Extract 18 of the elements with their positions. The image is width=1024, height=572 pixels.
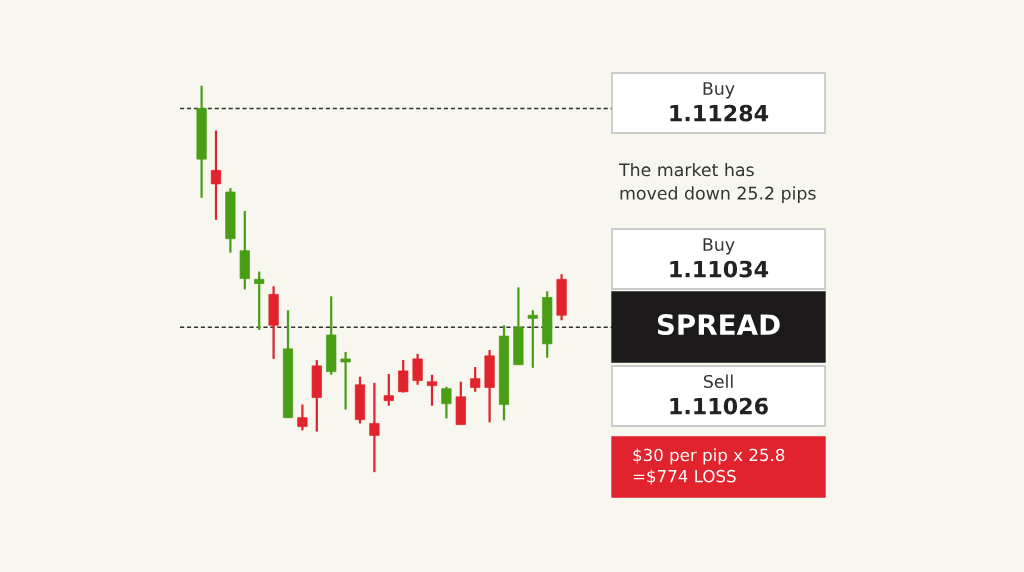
- candlestick: [383, 372, 394, 407]
- text: Buy 1.11034: [670, 238, 769, 278]
- text: Buy 1.11284: [670, 82, 769, 122]
- candlestick: [441, 385, 452, 420]
- candlestick: [340, 350, 351, 411]
- text: SPREAD: [657, 314, 780, 336]
- text: $30 per pip x 25.8 =$774 LOSS: [633, 448, 785, 485]
- candlestick: [254, 270, 265, 332]
- text: The market has moved down 25.2 pips: [618, 162, 816, 204]
- candlestick: [297, 403, 308, 432]
- candlestick: [470, 365, 481, 393]
- candlestick: [369, 381, 380, 474]
- candlestick: [412, 352, 423, 386]
- candlestick: [527, 309, 538, 369]
- text: Sell 1.11026: [670, 374, 768, 415]
- candlestick: [426, 373, 438, 407]
- candlestick: [398, 358, 409, 394]
- candlestick: [210, 129, 222, 221]
